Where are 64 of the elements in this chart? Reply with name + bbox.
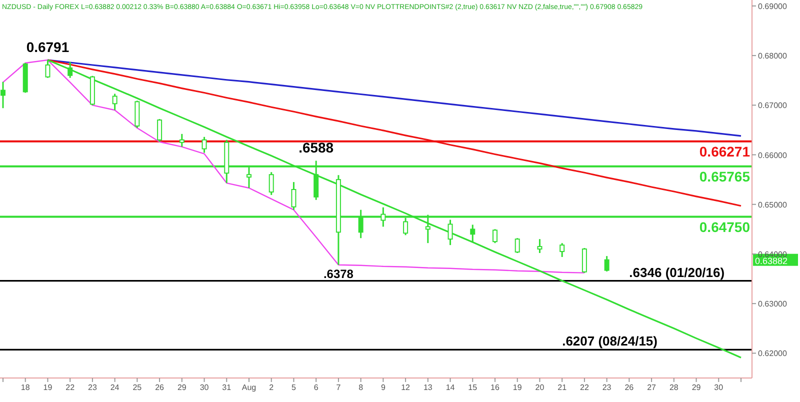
x-tick-label: 23 — [602, 383, 612, 392]
ref-line-label: 0.66271 — [699, 143, 750, 160]
x-tick-label: 15 — [468, 383, 478, 392]
candlestick — [492, 228, 498, 244]
x-tick-label: 9 — [380, 383, 386, 392]
x-tick-label: 19 — [43, 383, 53, 392]
x-tick-label: 29 — [692, 383, 702, 392]
annotation: 0.6791 — [26, 39, 70, 56]
x-tick-label: 22 — [66, 383, 76, 392]
annotation: .6378 — [323, 266, 354, 281]
candlestick — [470, 224, 476, 243]
x-tick-label: 30 — [200, 383, 210, 392]
y-tick-label: 0.65000 — [758, 200, 788, 210]
candlestick — [112, 93, 118, 111]
x-tick-label: 20 — [535, 383, 545, 392]
y-tick-label: 0.63000 — [758, 300, 788, 309]
ref-line-label: 0.65765 — [699, 168, 750, 184]
x-tick-label: 6 — [314, 383, 319, 392]
x-tick-label: 5 — [292, 383, 296, 392]
text: 0.63882 — [755, 256, 788, 266]
ref-line-label: .6346 (01/20/16) — [629, 264, 725, 280]
candlestick — [202, 136, 207, 154]
x-tick-label: 8 — [358, 383, 364, 392]
candlestick — [179, 133, 184, 148]
ref-line-label: .6207 (08/24/15) — [562, 334, 658, 349]
x-tick-label: 24 — [110, 383, 120, 392]
y-tick-label: 0.68000 — [758, 52, 788, 61]
x-tick-label: 26 — [155, 383, 165, 392]
x-tick-label: 7 — [336, 383, 342, 392]
candlestick — [268, 171, 274, 196]
x-tick-label: 14 — [446, 383, 456, 392]
x-tick-label: 29 — [177, 383, 187, 392]
x-tick-label: 27 — [647, 383, 657, 392]
x-tick-label: 28 — [669, 383, 679, 392]
candlestick — [291, 181, 296, 211]
annotation: .6588 — [298, 140, 334, 156]
x-tick-label: 22 — [580, 383, 590, 392]
candlestick — [582, 247, 587, 274]
x-tick-label: 21 — [558, 383, 568, 392]
x-tick-label: 18 — [20, 383, 30, 392]
ref-line-label: 0.64750 — [699, 218, 750, 235]
candlestick — [514, 237, 520, 254]
candlestick — [537, 238, 542, 254]
y-tick-label: 0.62000 — [758, 349, 788, 358]
y-tick-label: 0.69000 — [758, 2, 788, 11]
line-series — [46, 59, 742, 137]
candlestick — [560, 242, 565, 258]
candlestick — [157, 118, 162, 143]
y-tick-label: 0.66000 — [758, 150, 788, 160]
x-tick-label: 12 — [401, 383, 411, 392]
x-tick-label: 19 — [512, 383, 522, 392]
x-tick-label: 30 — [714, 383, 724, 392]
candlestick — [448, 219, 453, 246]
x-tick-label: 31 — [222, 383, 232, 392]
x-tick-label: 2 — [269, 383, 274, 392]
candlestick — [604, 255, 610, 272]
candlestick — [0, 81, 6, 109]
x-tick-label: 26 — [624, 383, 634, 392]
x-tick-label: 25 — [132, 383, 142, 392]
x-tick-label: 13 — [423, 383, 433, 392]
y-tick-label: 0.67000 — [758, 101, 788, 110]
x-tick-label: 16 — [490, 383, 500, 392]
x-tick-label: Aug — [242, 383, 256, 392]
x-tick-label: 23 — [88, 383, 98, 392]
